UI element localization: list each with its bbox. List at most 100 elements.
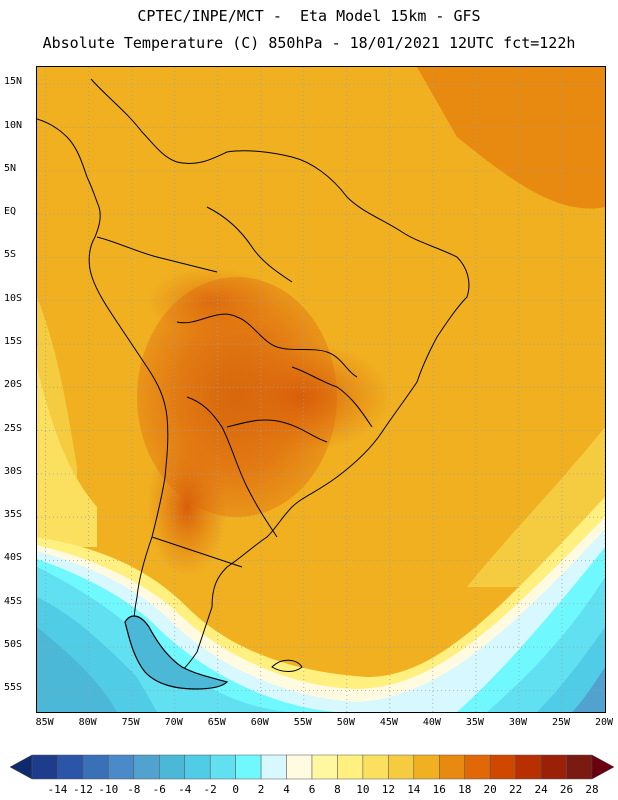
lat-tick-label: 35S [4, 509, 23, 521]
lat-tick-label: 10S [4, 292, 23, 304]
colorbar-label: 24 [534, 783, 548, 796]
lat-tick-label: 10N [4, 119, 23, 131]
colorbar-label: -12 [72, 783, 93, 796]
lat-tick-label: 45S [4, 595, 23, 607]
colorbar-cell [413, 754, 440, 780]
field-warm-tongue [187, 537, 370, 677]
lon-tick-label: 85W [35, 717, 54, 728]
colorbar-cell [388, 754, 415, 780]
temperature-map [36, 66, 606, 713]
lat-tick-label: 55S [4, 682, 23, 694]
field-blob-east [212, 342, 392, 452]
colorbar-label: 20 [483, 783, 497, 796]
border-chile-argentina [151, 536, 243, 568]
tierra-del-fuego [124, 615, 229, 690]
coast-central-america [37, 118, 88, 178]
field-cold-band-n6-east [572, 667, 605, 712]
colorbar-high-arrow [591, 754, 614, 780]
colorbar-cell [209, 754, 236, 780]
lat-tick-label: EQ [4, 206, 17, 218]
lon-tick-label: 35W [465, 717, 484, 728]
field-pacific-light [37, 367, 97, 547]
colorbar-label: -4 [178, 783, 192, 796]
colorbar-cell [337, 754, 364, 780]
lat-tick-label: 15S [4, 336, 23, 348]
colorbar-cell [489, 754, 516, 780]
colorbar-label: 22 [509, 783, 523, 796]
colorbar-label: -6 [152, 783, 166, 796]
border-amazon [176, 313, 358, 378]
colorbar-cell [108, 754, 135, 780]
colorbar-label: -8 [127, 783, 141, 796]
colorbar-label: 6 [308, 783, 316, 796]
border-bolivia-argentina [186, 396, 278, 538]
colorbar-cell [235, 754, 262, 780]
colorbar-low-arrow [10, 754, 33, 780]
graticule [37, 67, 605, 712]
field-atlantic-warm [417, 67, 605, 209]
colorbar-cell [362, 754, 389, 780]
lat-tick-label: 15N [4, 76, 23, 88]
colorbar-cell [464, 754, 491, 780]
lon-tick-label: 20W [594, 717, 614, 728]
colorbar-cell [566, 754, 593, 780]
coast-west [86, 176, 169, 683]
lat-tick-label: 20S [4, 379, 23, 391]
colorbar-label: 14 [407, 783, 421, 796]
colorbar-label: -14 [47, 783, 68, 796]
lat-tick-label: 50S [4, 639, 23, 651]
lon-tick-label: 50W [336, 717, 355, 728]
field-cold-band-n2-east [537, 627, 605, 712]
field-blob-north [147, 267, 277, 337]
colorbar-label: 10 [356, 783, 370, 796]
colorbar-cell [31, 754, 58, 780]
colorbar-cell [57, 754, 84, 780]
colorbar-label: 18 [458, 783, 472, 796]
colorbar-cell [439, 754, 465, 780]
lon-tick-label: 30W [508, 717, 527, 728]
lon-tick-label: 55W [293, 717, 312, 728]
colorbar-cell [82, 754, 109, 780]
colorbar-label: 16 [432, 783, 446, 796]
lat-tick-label: 5S [4, 249, 17, 261]
colorbar-label: -10 [98, 783, 119, 796]
lon-tick-label: 60W [250, 717, 269, 728]
lat-tick-label: 40S [4, 552, 23, 564]
lon-tick-label: 45W [379, 717, 398, 728]
lat-tick-label: 30S [4, 465, 23, 477]
colorbar [10, 754, 614, 780]
lon-tick-label: 80W [78, 717, 97, 728]
map-subtitle: Absolute Temperature (C) 850hPa - 18/01/… [42, 34, 576, 52]
colorbar-cell [133, 754, 160, 780]
colorbar-cell [260, 754, 287, 780]
colorbar-label: 28 [585, 783, 599, 796]
border-venezuela [206, 206, 293, 283]
lon-tick-label: 75W [121, 717, 140, 728]
lon-tick-label: 65W [207, 717, 226, 728]
colorbar-label: 0 [232, 783, 239, 796]
colorbar-cell [159, 754, 185, 780]
coast-east [90, 78, 470, 683]
colorbar-cell [286, 754, 313, 780]
colorbar-label: 26 [559, 783, 574, 796]
colorbar-label: -2 [203, 783, 217, 796]
colorbar-label: 12 [381, 783, 395, 796]
colorbar-cell [311, 754, 338, 780]
colorbar-cell [184, 754, 211, 780]
falklands [271, 659, 303, 672]
lon-tick-label: 70W [164, 717, 183, 728]
colorbar-label: 8 [334, 783, 341, 796]
border-brazil-states [291, 366, 373, 428]
lon-tick-label: 25W [551, 717, 570, 728]
lat-tick-label: 25S [4, 422, 23, 434]
colorbar-cell [515, 754, 542, 780]
border-colombia [96, 236, 218, 273]
lon-tick-label: 40W [422, 717, 441, 728]
border-paraguay [226, 419, 328, 443]
colorbar-cell [540, 754, 567, 780]
colorbar-label: 4 [283, 783, 290, 796]
coastlines [37, 78, 470, 683]
colorbar-label: 2 [257, 783, 265, 796]
lat-tick-label: 5N [4, 162, 17, 174]
map-title: CPTEC/INPE/MCT - Eta Model 15km - GFS [137, 7, 481, 25]
